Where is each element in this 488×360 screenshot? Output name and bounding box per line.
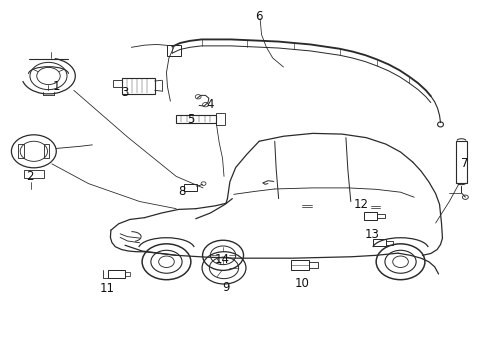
Bar [216,113,224,125]
Text: 13: 13 [364,228,379,241]
Bar [183,184,196,191]
Bar [24,170,43,178]
Text: 4: 4 [206,98,214,111]
Text: 14: 14 [215,253,229,266]
Bar [43,144,49,158]
Bar [167,45,181,55]
Bar [376,214,384,218]
Text: 11: 11 [99,282,114,295]
Text: 2: 2 [26,170,34,183]
Bar [364,212,376,220]
Bar [290,260,309,270]
Text: 9: 9 [222,281,229,294]
Bar [176,115,216,123]
Text: 12: 12 [353,198,368,211]
Bar [372,239,385,246]
Text: 3: 3 [121,86,128,99]
Bar [385,241,392,244]
Text: 8: 8 [178,185,185,198]
Text: 5: 5 [187,113,194,126]
Bar [122,78,155,94]
Bar [455,140,466,183]
Bar [309,262,318,268]
Bar [18,144,24,158]
Text: 1: 1 [53,80,61,93]
Bar [108,270,124,278]
Text: 7: 7 [460,157,468,170]
Text: 6: 6 [255,10,263,23]
Bar [124,272,130,276]
Text: 10: 10 [294,278,309,291]
Bar [113,80,122,87]
